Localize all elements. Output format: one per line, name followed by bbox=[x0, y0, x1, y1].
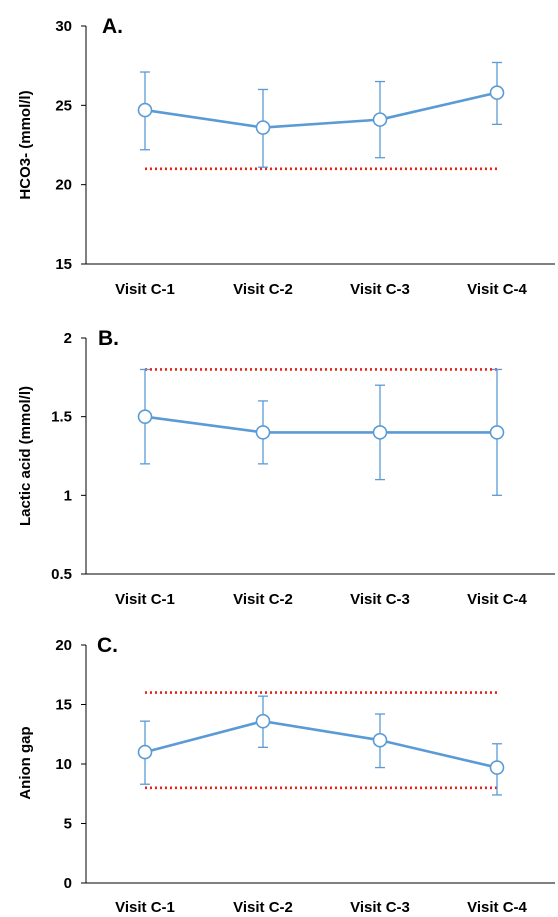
data-point bbox=[372, 732, 388, 748]
data-point bbox=[255, 120, 271, 135]
y-tick-label: 15 bbox=[55, 256, 72, 273]
y-tick-label: 10 bbox=[55, 756, 72, 773]
data-point bbox=[489, 425, 505, 440]
y-tick-label: 2 bbox=[64, 330, 72, 347]
x-tick-label: Visit C-4 bbox=[467, 591, 527, 608]
y-tick-label: 30 bbox=[55, 18, 72, 35]
y-tick-label: 25 bbox=[55, 97, 72, 114]
data-point bbox=[489, 85, 505, 100]
data-point bbox=[255, 713, 271, 729]
y-tick-label: 20 bbox=[55, 637, 72, 654]
y-tick-label: 1.5 bbox=[51, 409, 72, 426]
y-tick-label: 0.5 bbox=[51, 566, 72, 583]
x-tick-label: Visit C-3 bbox=[350, 591, 410, 608]
panel-2: 0.5 1 1.5 2 Visit C-1 Visit C-2 Visit C-3 Visit… bbox=[17, 327, 555, 608]
data-point bbox=[255, 425, 271, 440]
data-point bbox=[137, 744, 153, 760]
data-point bbox=[137, 409, 153, 424]
series-line bbox=[144, 91, 498, 129]
x-tick-label: Visit C-4 bbox=[467, 899, 527, 916]
x-tick-label: Visit C-1 bbox=[115, 899, 175, 916]
data-point bbox=[137, 102, 153, 118]
x-tick-label: Visit C-3 bbox=[350, 281, 410, 298]
x-tick-label: Visit C-2 bbox=[233, 899, 293, 916]
series-line bbox=[144, 415, 497, 434]
x-tick-label: Visit C-1 bbox=[115, 281, 175, 298]
panel-label: A. bbox=[102, 15, 123, 38]
y-axis-label: HCO3- (mmol/l) bbox=[17, 90, 34, 199]
y-axis-label: Anion gap bbox=[17, 726, 34, 799]
y-tick-label: 5 bbox=[64, 816, 72, 833]
panel-1: 15 20 25 30 Visit C-1 Visit C-2 Visit C-3 Visit… bbox=[17, 15, 555, 298]
panel-label: C. bbox=[97, 634, 118, 657]
data-point bbox=[372, 112, 388, 127]
x-tick-label: Visit C-2 bbox=[233, 281, 293, 298]
data-point bbox=[372, 425, 388, 440]
y-tick-label: 0 bbox=[64, 875, 72, 892]
panel-label: B. bbox=[98, 327, 119, 350]
x-tick-label: Visit C-1 bbox=[115, 591, 175, 608]
y-tick-label: 20 bbox=[55, 177, 72, 194]
data-point bbox=[489, 760, 505, 775]
y-axis-label: Lactic acid (mmol/l) bbox=[17, 386, 34, 526]
y-tick-label: 15 bbox=[55, 697, 72, 714]
x-tick-label: Visit C-3 bbox=[350, 899, 410, 916]
y-tick-label: 1 bbox=[64, 487, 72, 504]
x-tick-label: Visit C-2 bbox=[233, 591, 293, 608]
panel-3: 0 5 10 15 20 Visit C-1 Visit C-2 Visit C-3 Visit… bbox=[17, 634, 555, 916]
series-line bbox=[144, 719, 498, 769]
x-tick-label: Visit C-4 bbox=[467, 281, 527, 298]
